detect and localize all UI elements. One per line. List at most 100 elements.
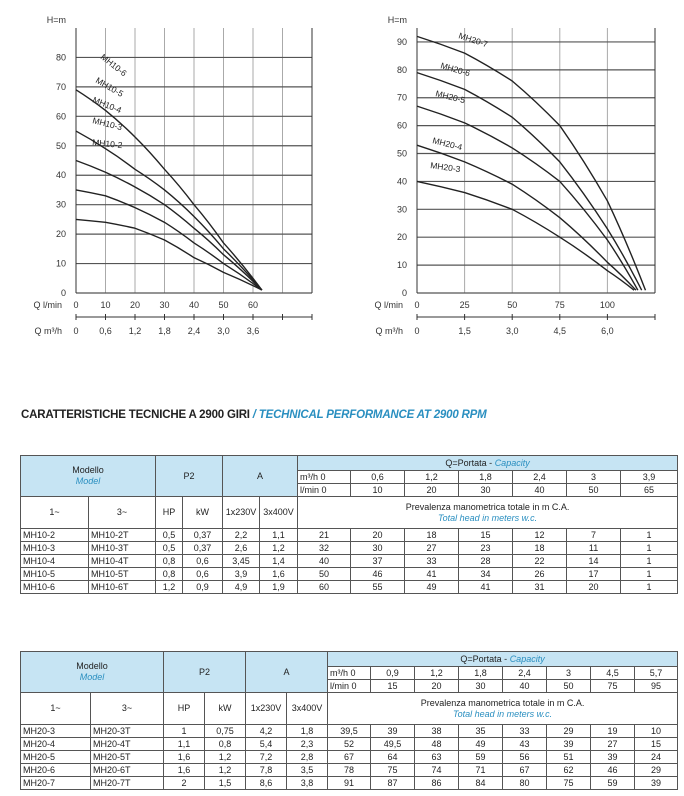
x2-tick-label: 2,4 bbox=[188, 326, 201, 336]
table-row: MH20-6 MH20-6T 1,6 1,2 7,8 3,5 78 75 74 71 67 62 46 2… bbox=[20, 763, 679, 777]
model-cell: MH10-6 bbox=[20, 580, 89, 594]
flow-lmin-value: 50 bbox=[566, 483, 622, 497]
curve-mh20-4 bbox=[416, 144, 637, 291]
x2-tick-label: 0,6 bbox=[99, 326, 112, 336]
model-label: Modello bbox=[72, 465, 104, 475]
x-tick-label: 60 bbox=[248, 300, 258, 310]
value-cell: 2,8 bbox=[286, 750, 329, 764]
value-cell: 11 bbox=[566, 541, 622, 555]
value-cell: 0,8 bbox=[155, 567, 183, 581]
y-tick-label: 40 bbox=[397, 176, 407, 186]
model-cell: MH20-3T bbox=[90, 724, 164, 738]
curve-label: MH20-7 bbox=[457, 30, 489, 49]
value-cell: 87 bbox=[370, 776, 416, 790]
flow-lmin-value: 75 bbox=[590, 679, 636, 693]
table-row: MH20-3 MH20-3T 1 0,75 4,2 1,8 39,5 39 38 35 33 29 19… bbox=[20, 724, 679, 738]
curve-mh10-6 bbox=[75, 89, 263, 291]
section-title: CARATTERISTICHE TECNICHE A 2900 GIRI / T… bbox=[21, 409, 487, 421]
value-cell: 39 bbox=[370, 724, 416, 738]
flow-lmin-value: 40 bbox=[512, 483, 568, 497]
column-header: HP bbox=[163, 692, 205, 725]
value-cell: 39 bbox=[590, 750, 636, 764]
x-tick-label: 50 bbox=[218, 300, 228, 310]
value-cell: 67 bbox=[327, 750, 372, 764]
flow-lmin-value: 65 bbox=[620, 483, 679, 497]
flow-m3h-value: 0,9 bbox=[370, 666, 416, 680]
title-english: / TECHNICAL PERFORMANCE AT 2900 RPM bbox=[252, 409, 487, 421]
y-tick-label: 80 bbox=[397, 65, 407, 75]
total-head-label-en: Total head in meters w.c. bbox=[452, 708, 553, 719]
value-cell: 1,2 bbox=[259, 541, 299, 555]
y-tick-label: 20 bbox=[397, 232, 407, 242]
value-cell: 29 bbox=[634, 763, 679, 777]
value-cell: 51 bbox=[546, 750, 592, 764]
y-tick-label: 10 bbox=[56, 259, 66, 269]
value-cell: 39,5 bbox=[327, 724, 372, 738]
value-cell: 15 bbox=[458, 528, 514, 542]
flow-lmin-value: 20 bbox=[404, 483, 460, 497]
value-cell: 1,9 bbox=[259, 580, 299, 594]
x2-axis-label: Q m³/h bbox=[375, 326, 403, 336]
table-row: MH20-7 MH20-7T 2 1,5 8,6 3,8 91 87 86 84 80 75 59 39 bbox=[20, 776, 679, 790]
value-cell: 30 bbox=[350, 541, 406, 555]
column-header: 3x400V bbox=[259, 496, 299, 529]
flow-m3h-value: 2,4 bbox=[512, 470, 568, 484]
value-cell: 3,9 bbox=[222, 567, 261, 581]
value-cell: 49 bbox=[404, 580, 460, 594]
value-cell: 34 bbox=[458, 567, 514, 581]
x2-tick-label: 3,6 bbox=[247, 326, 260, 336]
column-header: HP bbox=[155, 496, 183, 529]
value-cell: 59 bbox=[458, 750, 504, 764]
model-cell: MH10-3 bbox=[20, 541, 89, 555]
column-header: kW bbox=[203, 692, 247, 725]
x-axis-label: Q l/min bbox=[33, 300, 62, 310]
flow-lmin-label: l/min 0 bbox=[327, 679, 372, 693]
value-cell: 5,4 bbox=[245, 737, 288, 751]
value-cell: 23 bbox=[458, 541, 514, 555]
value-cell: 27 bbox=[404, 541, 460, 555]
value-cell: 37 bbox=[350, 554, 406, 568]
value-cell: 56 bbox=[502, 750, 548, 764]
curve-label: MH10-6 bbox=[99, 52, 129, 79]
value-cell: 84 bbox=[458, 776, 504, 790]
value-cell: 21 bbox=[297, 528, 352, 542]
model-cell: MH20-6 bbox=[20, 763, 91, 777]
capacity-label-en: Capacity bbox=[509, 653, 545, 664]
value-cell: 50 bbox=[297, 567, 352, 581]
total-head-header: Prevalenza manometrica totale in m C.A. T… bbox=[297, 496, 679, 529]
value-cell: 18 bbox=[404, 528, 460, 542]
value-cell: 2,3 bbox=[286, 737, 329, 751]
x2-tick-label: 1,8 bbox=[158, 326, 171, 336]
value-cell: 7,8 bbox=[245, 763, 288, 777]
value-cell: 0,37 bbox=[181, 541, 224, 555]
mh10-performance-table: Modello Model P2 A Q=Portata - Capacity m³/h … bbox=[20, 455, 679, 594]
performance-charts: 0 10 20 30 40 50 60 70 80 H=m Q l/min Q m³/h 0 10 20 30… bbox=[33, 15, 656, 336]
flow-lmin-value: 20 bbox=[414, 679, 460, 693]
value-cell: 0,75 bbox=[203, 724, 247, 738]
y-tick-label: 30 bbox=[397, 204, 407, 214]
value-cell: 27 bbox=[590, 737, 636, 751]
curve-mh20-3 bbox=[416, 180, 635, 291]
curve-mh10-4 bbox=[75, 159, 263, 291]
x-tick-label: 50 bbox=[507, 300, 517, 310]
value-cell: 31 bbox=[512, 580, 568, 594]
value-cell: 74 bbox=[414, 763, 460, 777]
value-cell: 75 bbox=[370, 763, 416, 777]
y-tick-label: 30 bbox=[56, 200, 66, 210]
value-cell: 1,2 bbox=[203, 750, 247, 764]
model-cell: MH10-2T bbox=[88, 528, 156, 542]
flow-m3h-label: m³/h 0 bbox=[297, 470, 352, 484]
value-cell: 1,2 bbox=[155, 580, 183, 594]
value-cell: 41 bbox=[404, 567, 460, 581]
y-tick-label: 60 bbox=[397, 121, 407, 131]
flow-m3h-value: 5,7 bbox=[634, 666, 679, 680]
y-tick-label: 70 bbox=[397, 93, 407, 103]
model-label-en: Model bbox=[79, 672, 105, 682]
total-head-label: Prevalenza manometrica totale in m C.A. bbox=[405, 501, 570, 512]
y-tick-label: 20 bbox=[56, 229, 66, 239]
model-cell: MH10-4T bbox=[88, 554, 156, 568]
value-cell: 2 bbox=[163, 776, 205, 790]
value-cell: 91 bbox=[327, 776, 372, 790]
curve-label: MH20-3 bbox=[430, 160, 462, 174]
value-cell: 33 bbox=[404, 554, 460, 568]
